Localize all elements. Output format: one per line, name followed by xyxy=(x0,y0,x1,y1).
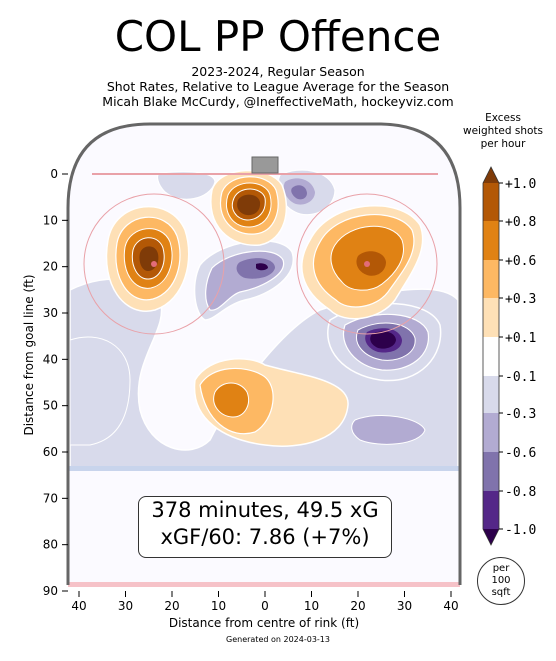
x-axis: 40 30 20 10 0 10 20 30 40 Distance from centre o… xyxy=(71,591,459,630)
contour-slot-core xyxy=(256,263,268,271)
y-axis: 0 10 20 30 40 50 60 70 80 90 Distance from goal l… xyxy=(22,167,68,598)
x-tick-label: 20 xyxy=(350,599,365,613)
colorbar-tick-label: +1.0 xyxy=(505,177,536,192)
summary-minutes-xg: 378 minutes, 49.5 xG xyxy=(151,498,379,522)
colorbar-band xyxy=(483,413,499,452)
generated-note: Generated on 2024-03-13 xyxy=(226,635,330,644)
y-tick-label: 70 xyxy=(43,491,58,505)
colorbar-title-line-2: weighted shots xyxy=(462,125,543,137)
colorbar-tick-label: -0.6 xyxy=(505,446,536,461)
left-faceoff-dot xyxy=(151,261,157,267)
x-tick-label: 30 xyxy=(118,599,133,613)
contour-left-strip xyxy=(69,336,131,446)
y-tick-label: 20 xyxy=(43,260,58,274)
colorbar-band xyxy=(483,260,499,298)
x-tick-label: 0 xyxy=(261,599,269,613)
y-tick-label: 10 xyxy=(43,213,58,227)
contour-top-left-purple xyxy=(156,171,216,200)
left-faceoff-circle xyxy=(83,193,225,335)
colorbar-title: Excess weighted shots per hour xyxy=(458,112,548,151)
per-unit-line-2: 100 xyxy=(491,575,511,586)
y-tick-label: 60 xyxy=(43,445,58,459)
blue-line xyxy=(68,466,460,471)
colorbar-tick-label: +0.8 xyxy=(505,215,536,230)
per-unit-line-1: per xyxy=(492,563,510,574)
right-faceoff-circle xyxy=(296,193,438,335)
colorbar-bottom-extension xyxy=(483,529,499,545)
colorbar-tick-label: +0.1 xyxy=(505,331,536,346)
colorbar: +1.0 +0.8 +0.6 +0.3 +0.1 -0.1 -0.3 -0.6 -0.8 -1.0 xyxy=(482,166,536,546)
y-tick-label: 40 xyxy=(43,352,58,366)
x-axis-label: Distance from centre of rink (ft) xyxy=(169,616,359,630)
x-tick-label: 30 xyxy=(397,599,412,613)
y-tick-label: 0 xyxy=(50,167,58,181)
centre-red-line xyxy=(68,582,460,587)
rink-boards xyxy=(66,122,462,585)
colorbar-band xyxy=(483,491,499,529)
contour-right-plus-0-8 xyxy=(356,251,386,276)
right-faceoff-dot xyxy=(364,261,370,267)
colorbar-tick-label: -1.0 xyxy=(505,523,536,538)
x-tick-label: 40 xyxy=(71,599,86,613)
y-tick-label: 50 xyxy=(43,399,58,413)
colorbar-title-line-1: Excess xyxy=(485,112,521,124)
colorbar-tick-label: +0.3 xyxy=(505,292,536,307)
goal-net xyxy=(251,156,279,174)
subtitle-season: 2023-2024, Regular Season xyxy=(191,64,365,79)
summary-xgf60: xGF/60: 7.86 (+7%) xyxy=(160,525,370,549)
colorbar-band xyxy=(483,337,499,376)
colorbar-band xyxy=(483,376,499,413)
colorbar-tick-label: -0.3 xyxy=(505,407,536,422)
y-tick-label: 30 xyxy=(43,306,58,320)
contour-right-core xyxy=(370,331,396,349)
colorbar-title-line-3: per hour xyxy=(480,138,526,150)
x-tick-label: 20 xyxy=(164,599,179,613)
x-tick-label: 10 xyxy=(211,599,226,613)
subtitle-description: Shot Rates, Relative to League Average f… xyxy=(106,79,450,94)
contour-slot-dark xyxy=(236,258,275,279)
colorbar-top-extension xyxy=(483,167,499,183)
y-tick-label: 90 xyxy=(43,584,58,598)
contour-top-right-purple-core xyxy=(291,185,307,200)
colorbar-band xyxy=(483,298,499,337)
y-tick-label: 80 xyxy=(43,538,58,552)
colorbar-band xyxy=(483,452,499,491)
summary-box: 378 minutes, 49.5 xG xGF/60: 7.86 (+7%) xyxy=(138,496,392,558)
contour-bottom-right-purple xyxy=(351,414,426,445)
colorbar-tick-label: -0.1 xyxy=(505,370,536,385)
subtitle-author: Micah Blake McCurdy, @IneffectiveMath, h… xyxy=(102,94,454,109)
per-unit-line-3: sqft xyxy=(491,587,511,598)
x-tick-label: 40 xyxy=(443,599,458,613)
contour-crease-plus-1-0 xyxy=(237,194,261,216)
colorbar-band xyxy=(483,221,499,260)
colorbar-tick-label: -0.8 xyxy=(505,485,536,500)
x-tick-label: 10 xyxy=(304,599,319,613)
colorbar-band xyxy=(483,183,499,221)
page-title: COL PP Offence xyxy=(114,12,442,61)
y-axis-label: Distance from goal line (ft) xyxy=(22,274,36,435)
contour-point-plus-0-6 xyxy=(213,382,249,418)
per-unit-badge: per 100 sqft xyxy=(477,557,525,605)
heatmap-contours xyxy=(69,169,459,471)
colorbar-tick-label: +0.6 xyxy=(505,254,536,269)
